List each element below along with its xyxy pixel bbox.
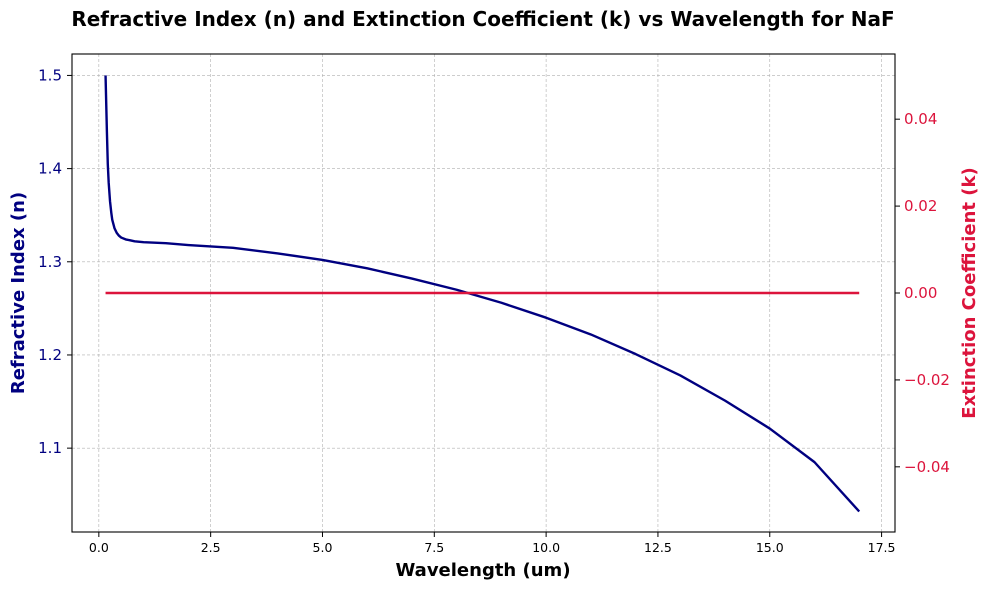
y-tick-label-left: 1.2 [38,346,62,364]
y-tick-label-left: 1.1 [38,439,62,457]
x-tick-label: 12.5 [644,540,672,555]
y-tick-label-left: 1.3 [38,253,62,271]
x-tick-label: 15.0 [756,540,784,555]
x-tick-label: 2.5 [201,540,221,555]
x-tick-label: 5.0 [313,540,333,555]
series-line-n [104,75,861,513]
chart-title: Refractive Index (n) and Extinction Coef… [71,7,894,31]
y-tick-label-right: 0.00 [904,284,937,302]
x-tick-label: 17.5 [868,540,896,555]
y-tick-label-right: 0.02 [904,197,937,215]
x-tick-label: 7.5 [424,540,444,555]
y-tick-label-right: −0.02 [904,371,950,389]
y-axis-label-left: Refractive Index (n) [8,192,29,394]
x-axis: 0.0 2.5 5.0 7.5 10.0 12.5 15.0 17.5 [89,532,896,555]
y-axis-right: −0.04 −0.02 0.00 0.02 0.04 [895,110,950,476]
y-tick-label-right: −0.04 [904,458,950,476]
x-axis-label: Wavelength (um) [395,560,570,581]
x-tick-label: 0.0 [89,540,109,555]
y-tick-label-left: 1.5 [38,66,62,84]
y-axis-left: 1.1 1.2 1.3 1.4 1.5 [38,66,72,457]
x-tick-label: 10.0 [532,540,560,555]
series-layer [104,75,861,513]
y-tick-label-left: 1.4 [38,160,62,178]
grid [72,54,895,532]
y-tick-label-right: 0.04 [904,110,937,128]
y-axis-label-right: Extinction Coefficient (k) [959,167,980,418]
